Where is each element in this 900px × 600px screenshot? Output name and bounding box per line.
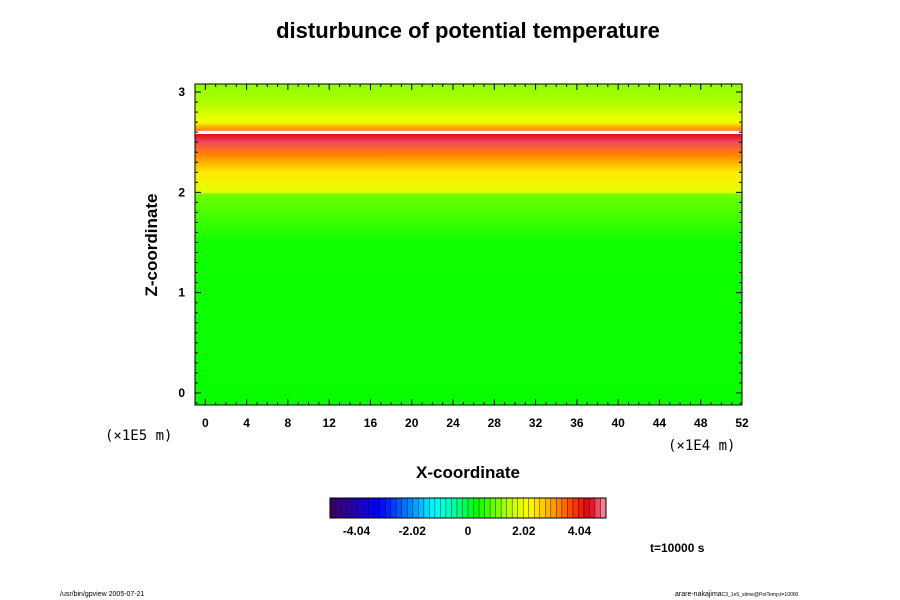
colorbar-cell bbox=[484, 498, 491, 518]
heatmap-field bbox=[195, 84, 742, 405]
x-tick-label: 40 bbox=[611, 416, 625, 430]
colorbar-cell bbox=[418, 498, 425, 518]
chart-title: disturbunce of potential temperature bbox=[276, 18, 660, 43]
colorbar-cell bbox=[330, 498, 336, 518]
colorbar-tick-label: -2.02 bbox=[399, 524, 427, 538]
colorbar-cell bbox=[385, 498, 392, 518]
x-tick-label: 8 bbox=[285, 416, 292, 430]
colorbar-cell bbox=[534, 498, 541, 518]
colorbar-cell bbox=[567, 498, 574, 518]
colorbar: -4.04 -2.02 0 2.02 4.04 bbox=[329, 497, 607, 538]
colorbar-cell bbox=[390, 498, 397, 518]
x-axis-label: X-coordinate bbox=[416, 463, 520, 482]
x-tick-label: 32 bbox=[529, 416, 543, 430]
colorbar-cell bbox=[412, 498, 419, 518]
colorbar-tick-label: 2.02 bbox=[512, 524, 536, 538]
x-tick-label: 0 bbox=[202, 416, 209, 430]
colorbar-cell bbox=[550, 498, 557, 518]
colorbar-cell bbox=[523, 498, 530, 518]
plot-area bbox=[194, 83, 743, 406]
colorbar-cell bbox=[357, 498, 364, 518]
colorbar-cell bbox=[600, 498, 607, 518]
colorbar-tick-label: 0 bbox=[465, 524, 472, 538]
x-tick-label: 28 bbox=[488, 416, 502, 430]
colorbar-cell bbox=[374, 498, 380, 518]
colorbar-cell bbox=[396, 498, 403, 518]
colorbar-cells bbox=[330, 498, 607, 518]
colorbar-cell bbox=[429, 498, 436, 518]
x-tick-label: 48 bbox=[694, 416, 708, 430]
x-tick-label: 24 bbox=[446, 416, 460, 430]
colorbar-cell bbox=[335, 498, 342, 518]
colorbar-ticks: -4.04 -2.02 0 2.02 4.04 bbox=[343, 524, 592, 538]
y-tick-label: 1 bbox=[178, 286, 185, 300]
colorbar-cell bbox=[468, 498, 474, 518]
colorbar-cell bbox=[352, 498, 358, 518]
white-band bbox=[195, 131, 742, 134]
colorbar-cell bbox=[462, 498, 469, 518]
colorbar-cell bbox=[528, 498, 535, 518]
colorbar-cell bbox=[517, 498, 524, 518]
y-scale-label: (×1E5 m) bbox=[105, 428, 172, 444]
colorbar-tick-label: 4.04 bbox=[568, 524, 592, 538]
colorbar-cell bbox=[456, 498, 463, 518]
colorbar-cell bbox=[490, 498, 496, 518]
x-tick-label: 52 bbox=[735, 416, 749, 430]
colorbar-cell bbox=[572, 498, 579, 518]
colorbar-cell bbox=[583, 498, 590, 518]
colorbar-cell bbox=[495, 498, 502, 518]
colorbar-cell bbox=[501, 498, 507, 518]
footer-right-sub: C3_1e5_stime@PotTemp;t=10000 bbox=[722, 592, 799, 598]
colorbar-cell bbox=[512, 498, 518, 518]
colorbar-cell bbox=[451, 498, 458, 518]
colorbar-cell bbox=[539, 498, 546, 518]
colorbar-cell bbox=[401, 498, 408, 518]
colorbar-cell bbox=[589, 498, 596, 518]
colorbar-cell bbox=[423, 498, 430, 518]
colorbar-cell bbox=[556, 498, 563, 518]
colorbar-cell bbox=[561, 498, 568, 518]
y-tick-label: 3 bbox=[178, 85, 185, 99]
x-tick-label: 36 bbox=[570, 416, 584, 430]
colorbar-cell bbox=[368, 498, 375, 518]
y-tick-label: 2 bbox=[178, 185, 185, 199]
colorbar-cell bbox=[434, 498, 441, 518]
y-axis-ticks: 0 1 2 3 bbox=[178, 85, 742, 404]
colorbar-cell bbox=[473, 498, 480, 518]
time-annotation: t=10000 s bbox=[650, 541, 705, 555]
x-scale-label: (×1E4 m) bbox=[668, 438, 735, 454]
colorbar-cell bbox=[578, 498, 585, 518]
colorbar-cell bbox=[594, 498, 601, 518]
colorbar-frame bbox=[329, 497, 607, 519]
y-axis-label: Z-coordinate bbox=[142, 194, 161, 297]
colorbar-cell bbox=[363, 498, 369, 518]
y-tick-label: 0 bbox=[178, 386, 185, 400]
footer-right-main: arare-nakajima bbox=[675, 591, 722, 598]
colorbar-cell bbox=[440, 498, 447, 518]
footer-right: arare-nakajimaC3_1e5_stime@PotTemp;t=100… bbox=[675, 591, 799, 598]
colorbar-cell bbox=[479, 498, 485, 518]
x-tick-label: 4 bbox=[243, 416, 250, 430]
colorbar-cell bbox=[379, 498, 386, 518]
x-tick-label: 20 bbox=[405, 416, 419, 430]
colorbar-cell bbox=[341, 498, 347, 518]
colorbar-cell bbox=[445, 498, 452, 518]
colorbar-cell bbox=[346, 498, 353, 518]
x-tick-label: 16 bbox=[364, 416, 378, 430]
colorbar-cell bbox=[545, 498, 552, 518]
footer-left: /usr/bin/gpview 2005-07-21 bbox=[60, 591, 145, 598]
x-tick-label: 44 bbox=[653, 416, 667, 430]
plot-frame bbox=[194, 83, 743, 406]
colorbar-cell bbox=[506, 498, 513, 518]
colorbar-cell bbox=[407, 498, 414, 518]
colorbar-tick-label: -4.04 bbox=[343, 524, 371, 538]
x-tick-label: 12 bbox=[322, 416, 336, 430]
x-axis-ticks: 0 4 8 12 16 20 24 28 32 36 40 44 48 52 bbox=[194, 84, 749, 430]
